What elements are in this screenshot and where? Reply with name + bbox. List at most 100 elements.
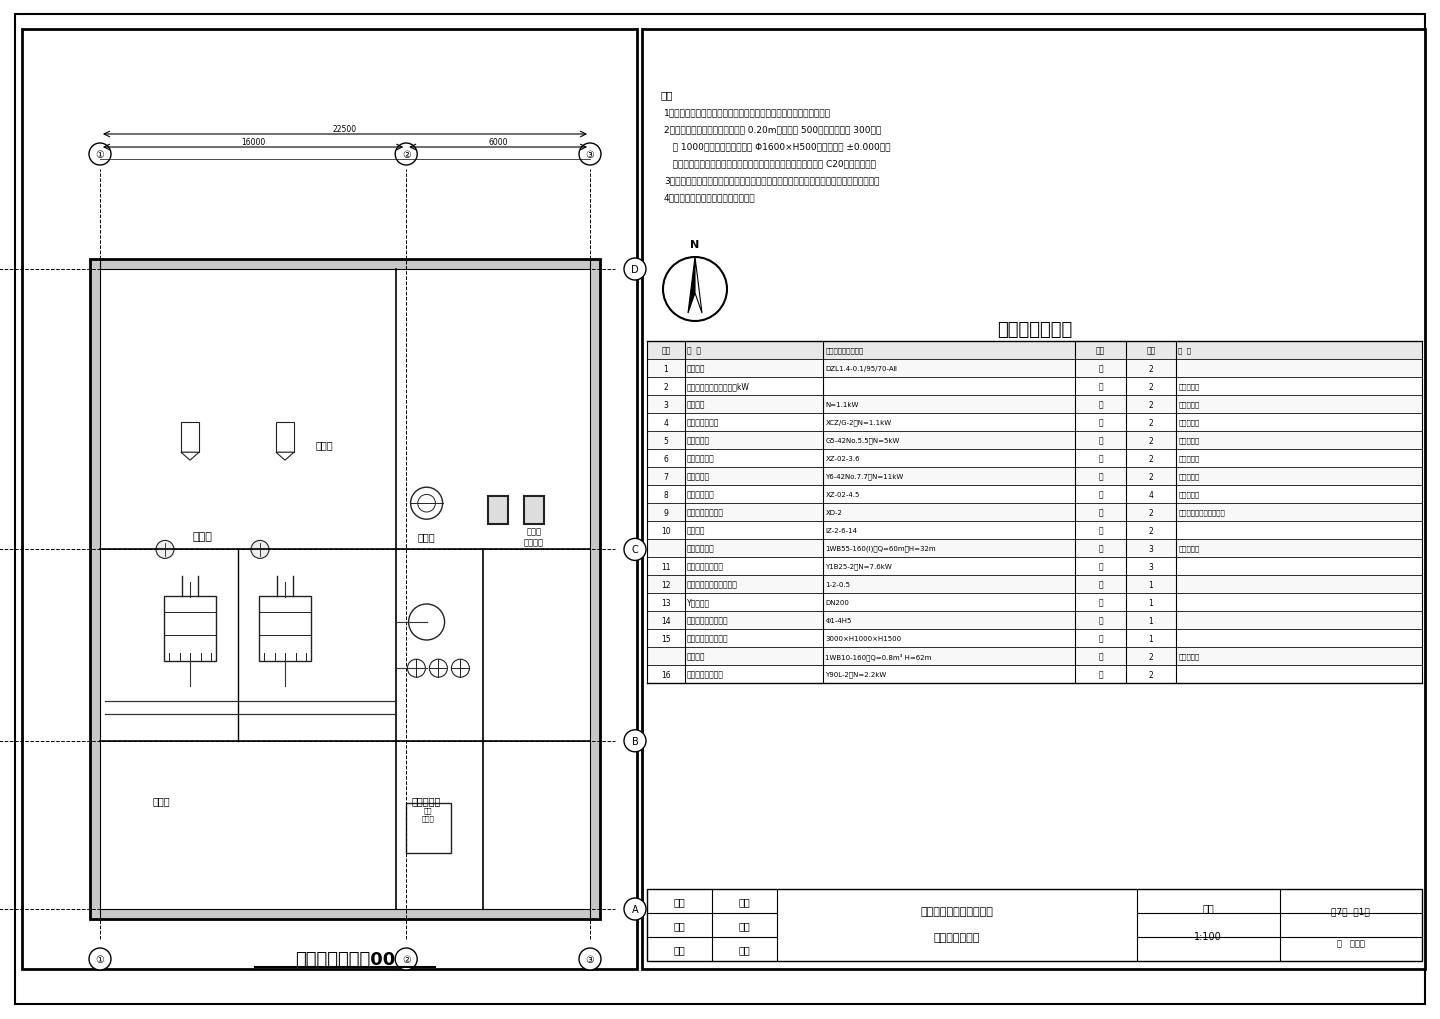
Bar (647, 395, 1423, 414)
Text: 5: 5 (664, 436, 668, 445)
Circle shape (395, 948, 418, 970)
Text: 1WB55-160(I)，Q=60m，H=32m: 1WB55-160(I)，Q=60m，H=32m (825, 545, 936, 551)
Bar (647, 611, 1423, 630)
Bar (647, 630, 1423, 647)
Text: 软化化验室: 软化化验室 (412, 796, 441, 805)
Text: 设备平面布置图: 设备平面布置图 (933, 932, 981, 943)
Bar (259, 596, 311, 661)
Bar (647, 378, 1423, 395)
Text: 炉排传动装置（调速箱）kW: 炉排传动装置（调速箱）kW (687, 382, 750, 391)
Text: 12: 12 (661, 580, 671, 589)
Text: 7: 7 (664, 472, 668, 481)
Text: XD-2: XD-2 (825, 510, 842, 516)
Text: 校核: 校核 (672, 920, 685, 930)
Text: 配带潜振器: 配带潜振器 (1178, 653, 1200, 659)
Text: 台: 台 (1099, 598, 1103, 607)
Text: Y6-42No.7.7，N=11kW: Y6-42No.7.7，N=11kW (825, 473, 904, 480)
Bar (647, 341, 1423, 360)
Text: XZ-02-4.5: XZ-02-4.5 (825, 491, 860, 497)
Circle shape (579, 144, 600, 166)
Text: 补给水泵: 补给水泵 (687, 652, 706, 661)
Circle shape (251, 541, 269, 558)
Text: 1: 1 (1149, 598, 1153, 607)
Bar (647, 890, 1423, 961)
Text: Y1B25-2，N=7.6kW: Y1B25-2，N=7.6kW (825, 564, 893, 570)
Text: 台: 台 (1099, 454, 1103, 463)
Text: 锅炉引风机: 锅炉引风机 (687, 472, 710, 481)
Circle shape (579, 948, 600, 970)
Text: 4: 4 (1149, 490, 1153, 499)
Text: N: N (690, 239, 700, 250)
Text: 软化
化验室: 软化 化验室 (422, 806, 435, 820)
Circle shape (395, 144, 418, 166)
Text: 2: 2 (1149, 436, 1153, 445)
Bar (91, 260, 600, 270)
Text: 1WB10-160，Q=0.8m³ H=62m: 1WB10-160，Q=0.8m³ H=62m (825, 652, 932, 660)
Circle shape (156, 541, 174, 558)
Text: 随锅炉配套，自带集灰斗: 随锅炉配套，自带集灰斗 (1178, 510, 1225, 516)
Text: 台: 台 (1099, 364, 1103, 373)
Text: 6: 6 (664, 454, 668, 463)
Text: N=1.1kW: N=1.1kW (825, 401, 858, 408)
Text: 9: 9 (664, 508, 668, 517)
Text: ②: ② (402, 954, 410, 964)
Text: 上煤装置: 上煤装置 (687, 400, 706, 409)
Text: 热水锅炉: 热水锅炉 (687, 364, 706, 373)
Text: 除尘间: 除尘间 (315, 439, 334, 449)
Text: 11: 11 (661, 561, 671, 571)
Text: 备  注: 备 注 (1178, 347, 1191, 354)
Bar (647, 432, 1423, 449)
Text: 14: 14 (661, 615, 671, 625)
Text: 10: 10 (661, 526, 671, 535)
Bar (647, 539, 1423, 557)
Text: 随锅炉配套: 随锅炉配套 (1178, 419, 1200, 426)
Text: 3000×H1000×H1500: 3000×H1000×H1500 (825, 636, 901, 641)
Text: 2、辅助间水泵基础顶面标高均为 0.20m，总高为 500；水箱支座宽 300，总: 2、辅助间水泵基础顶面标高均为 0.20m，总高为 500；水箱支座宽 300，… (664, 125, 881, 133)
Text: 铁皮烟囱: 铁皮烟囱 (687, 526, 706, 535)
Polygon shape (181, 452, 199, 461)
Text: 随锅炉配套: 随锅炉配套 (1178, 455, 1200, 462)
Text: 锅炉房
辅助小间: 锅炉房 辅助小间 (524, 527, 544, 546)
Text: 随锅炉配套: 随锅炉配套 (1178, 491, 1200, 498)
Bar (647, 576, 1423, 593)
Text: 3: 3 (1149, 561, 1153, 571)
Text: 辅助间: 辅助间 (418, 532, 435, 542)
Bar (647, 647, 1423, 665)
Text: 2: 2 (1149, 508, 1153, 517)
Text: 1-2-0.5: 1-2-0.5 (825, 582, 851, 587)
Text: 热水循环水泵: 热水循环水泵 (687, 544, 714, 553)
Text: ②: ② (402, 150, 410, 160)
Bar (647, 360, 1423, 378)
Bar (642, 30, 1426, 969)
Circle shape (408, 659, 425, 678)
Text: 审查: 审查 (739, 896, 750, 906)
Text: 2: 2 (1149, 382, 1153, 391)
Text: 台: 台 (1099, 544, 1103, 553)
Text: 台: 台 (1099, 382, 1103, 391)
Bar (488, 496, 508, 525)
Bar (647, 665, 1423, 684)
Circle shape (429, 659, 448, 678)
Text: D: D (631, 265, 639, 275)
Text: 座: 座 (1099, 634, 1103, 643)
Text: ①: ① (95, 150, 104, 160)
Text: 1: 1 (1149, 580, 1153, 589)
Text: 1、锅炉间及除尘间所有设备基础、排水明沟等详见土建专业施工图。: 1、锅炉间及除尘间所有设备基础、排水明沟等详见土建专业施工图。 (664, 108, 831, 117)
Text: XCZ/G-2，N=1.1kW: XCZ/G-2，N=1.1kW (825, 419, 891, 426)
Text: DZL1.4-0.1/95/70-AⅡ: DZL1.4-0.1/95/70-AⅡ (825, 366, 897, 372)
Text: 设备平面布置图00: 设备平面布置图00 (295, 950, 395, 968)
Bar (647, 522, 1423, 539)
Text: XZ-02-3.6: XZ-02-3.6 (825, 455, 860, 462)
Text: 13: 13 (661, 598, 671, 607)
Text: 随锅炉配套: 随锅炉配套 (1178, 383, 1200, 390)
Text: 台: 台 (1099, 652, 1103, 661)
Text: ③: ③ (586, 150, 595, 160)
Text: 循环水泵配带电机: 循环水泵配带电机 (687, 561, 724, 571)
Text: 化设备无需基础，放在地面上即可；基础及所有设备支座均采用 C20混凝土灌注。: 化设备无需基础，放在地面上即可；基础及所有设备支座均采用 C20混凝土灌注。 (664, 159, 876, 168)
Text: 3: 3 (664, 400, 668, 409)
Text: Y形除污器: Y形除污器 (687, 598, 710, 607)
Bar (647, 468, 1423, 485)
Text: 锅炉间: 锅炉间 (193, 532, 212, 542)
Bar (22, 30, 636, 969)
Bar (91, 260, 600, 919)
